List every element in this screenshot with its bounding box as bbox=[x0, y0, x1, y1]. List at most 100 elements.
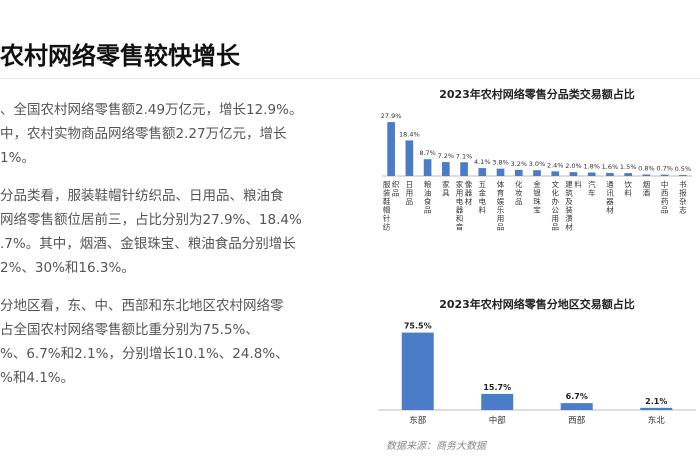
category-label-char: 食 bbox=[424, 196, 432, 206]
category-label-char: 家 bbox=[456, 179, 464, 189]
category-label-char: 酒 bbox=[643, 189, 651, 198]
category-label-char: 装 bbox=[565, 205, 573, 215]
category-label-char: 西 bbox=[661, 189, 669, 198]
data-label: 4.1% bbox=[474, 158, 491, 166]
data-label: 18.4% bbox=[399, 130, 420, 138]
category-label-char: 品 bbox=[406, 197, 414, 206]
data-label: 1.8% bbox=[583, 163, 600, 171]
category-label-char: 金 bbox=[479, 188, 487, 198]
data-label: 3.0% bbox=[529, 160, 546, 168]
bar bbox=[606, 172, 614, 176]
category-label-char: 品 bbox=[515, 197, 523, 206]
category-label-char: 建 bbox=[565, 179, 573, 189]
bar bbox=[624, 173, 633, 176]
category-label-char: 杂 bbox=[679, 197, 687, 206]
category-label-char: 药 bbox=[661, 196, 669, 206]
category-label-char: 电 bbox=[479, 196, 487, 206]
data-label: 2.1% bbox=[645, 397, 667, 406]
bar bbox=[640, 407, 673, 410]
data-label: 75.5% bbox=[404, 322, 432, 331]
data-label: 8.7% bbox=[419, 149, 436, 157]
category-label-char: 帽 bbox=[383, 205, 391, 215]
data-label: 2.0% bbox=[565, 162, 582, 170]
category-label-char: 及 bbox=[565, 197, 573, 206]
category-label-char: 音 bbox=[456, 222, 464, 232]
category-label-char: 鞋 bbox=[383, 196, 391, 206]
category-label-char: 潢 bbox=[565, 213, 573, 223]
data-label: 2.4% bbox=[547, 161, 564, 169]
category-label-char: 针 bbox=[383, 213, 391, 223]
category-label-char: 五 bbox=[479, 180, 487, 189]
category-label-char: 金 bbox=[533, 179, 541, 189]
bar bbox=[460, 162, 468, 176]
category-label-char: 车 bbox=[588, 188, 596, 198]
paragraph-line: 2%、30%和16.3%。 bbox=[0, 260, 135, 276]
category-label-char: 办 bbox=[551, 196, 559, 206]
bar bbox=[560, 403, 593, 410]
category-label-char: 织 bbox=[392, 179, 400, 189]
category-label-char: 银 bbox=[533, 189, 541, 198]
data-label: 1.6% bbox=[602, 163, 619, 171]
paragraph-overall: 、全国农村网络零售额2.49万亿元，增长12.9%。 中，农村实物商品网络零售额… bbox=[0, 98, 360, 170]
page-title: 农村网络零售较快增长 bbox=[0, 42, 240, 70]
category-label-char: 乐 bbox=[497, 205, 505, 215]
category-label: 中部 bbox=[489, 415, 507, 426]
category-label-char: 器 bbox=[465, 189, 473, 198]
bar bbox=[496, 168, 505, 176]
category-label-char: 材 bbox=[565, 222, 573, 232]
paragraph-line: 分地区看，东、中、西部和东北地区农村网络零 bbox=[0, 298, 284, 314]
bar bbox=[514, 169, 523, 176]
paragraph-line: 网络零售额位居前三，占比分别为27.9%、18.4% bbox=[0, 212, 302, 228]
data-label: 3.2% bbox=[511, 160, 528, 168]
category-label-char: 用 bbox=[406, 189, 414, 198]
bar bbox=[551, 171, 560, 176]
data-label: 15.7% bbox=[483, 383, 511, 392]
category-label-char: 品 bbox=[661, 206, 669, 215]
category-label-char: 器 bbox=[456, 206, 464, 215]
category-label-char: 志 bbox=[679, 205, 687, 215]
category-label-char: 公 bbox=[551, 206, 559, 215]
category-label-char: 像 bbox=[465, 179, 473, 189]
data-label: 0.8% bbox=[638, 164, 655, 172]
category-label-char: 装 bbox=[383, 188, 391, 198]
category-label-char: 报 bbox=[679, 188, 687, 198]
category-label-char: 体 bbox=[497, 179, 505, 189]
category-label-char: 具 bbox=[442, 189, 450, 198]
category-label-char: 品 bbox=[392, 189, 400, 198]
category-label-char: 品 bbox=[551, 223, 559, 232]
category-label-char: 服 bbox=[383, 180, 391, 189]
data-label: 1.5% bbox=[620, 163, 637, 171]
bar bbox=[481, 393, 514, 410]
category-label-char: 化 bbox=[551, 188, 559, 198]
category-label-char: 品 bbox=[424, 206, 432, 215]
category-share-chart: 2023年农村网络零售分品类交易额占比 27.9% 服装鞋帽针纺织品 18.4% 日用… bbox=[374, 86, 700, 290]
bar bbox=[660, 174, 669, 176]
category-label-char: 娱 bbox=[497, 197, 505, 206]
paragraph-category: 分品类看，服装鞋帽针纺织品、日用品、粮油食 网络零售额位居前三，占比分别为27.… bbox=[0, 184, 360, 280]
category-label-char: 用 bbox=[497, 214, 505, 223]
category-label-char: 烟 bbox=[643, 180, 651, 189]
category-label-char: 家 bbox=[442, 179, 450, 189]
category-label-char: 用 bbox=[456, 189, 464, 198]
data-label: 7.1% bbox=[456, 152, 473, 160]
bar bbox=[387, 122, 395, 176]
data-label: 7.2% bbox=[438, 152, 455, 160]
category-label: 西部 bbox=[568, 415, 586, 426]
category-label-char: 用 bbox=[551, 214, 559, 223]
paragraph-line: %和4.1%。 bbox=[0, 370, 75, 386]
category-label-char: 料 bbox=[574, 179, 582, 189]
category-label-char: 文 bbox=[551, 179, 559, 189]
category-label-char: 珠 bbox=[533, 196, 541, 206]
data-label: 3.8% bbox=[492, 159, 509, 167]
data-label: 27.9% bbox=[381, 112, 402, 120]
bar bbox=[478, 168, 487, 176]
category-label-char: 宝 bbox=[533, 205, 541, 215]
paragraph-line: %、6.7%和2.1%，分别增长10.1%、24.8%、 bbox=[0, 346, 289, 362]
bar bbox=[642, 174, 651, 176]
category-label-char: 筑 bbox=[565, 188, 573, 198]
category-label-char: 日 bbox=[406, 180, 414, 189]
category-label-char: 电 bbox=[456, 196, 464, 206]
bar bbox=[401, 332, 434, 410]
category-label-char: 粮 bbox=[424, 179, 432, 189]
bar bbox=[679, 175, 687, 176]
